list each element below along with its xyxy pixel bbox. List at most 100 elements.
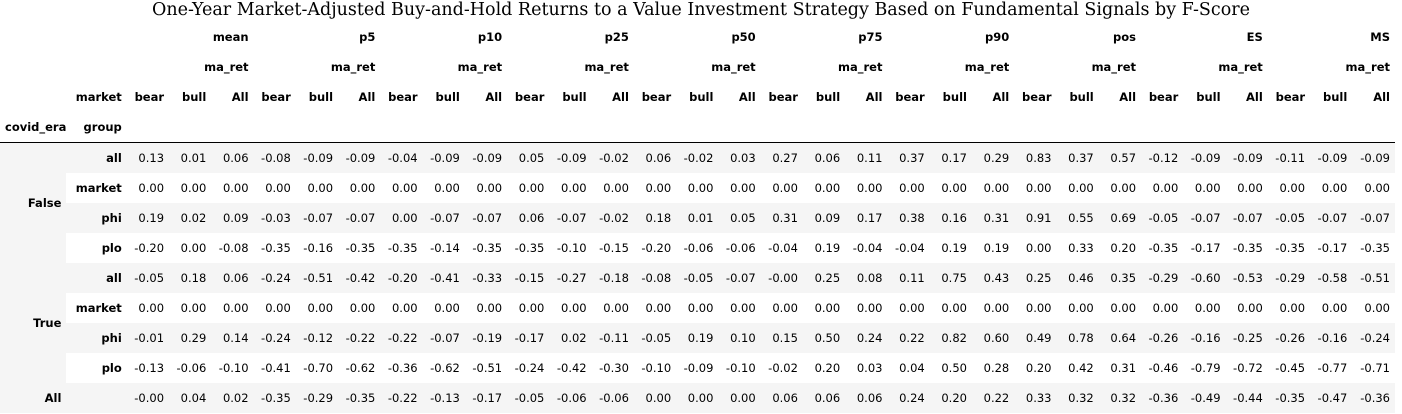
- table-cell: 0.19: [676, 322, 719, 353]
- table-cell: -0.07: [422, 202, 465, 233]
- table-cell: 0.00: [434, 180, 460, 195]
- table-cell: -0.14: [430, 240, 460, 255]
- table-row: False all 0.13 0.01 0.06 -0.08 -0.09 -0.09 -0.04…: [0, 142, 1395, 263]
- table-cell: -0.10: [725, 360, 756, 375]
- column-header-market: bear: [895, 90, 925, 104]
- header-blank: [253, 112, 296, 143]
- table-cell: 0.00: [1237, 300, 1263, 315]
- table-cell: 0.16: [929, 202, 972, 233]
- table-cell: 0.22: [887, 322, 930, 353]
- table-title: One-Year Market-Adjusted Buy-and-Hold Re…: [152, 0, 1250, 20]
- column-header-market: bull: [1196, 90, 1221, 104]
- table-row: phi 0.19 0.02 0.09 -0.03 -0.07 -0.07 0.00 -0.07-…: [0, 202, 1395, 233]
- table-cell: 0.00: [265, 300, 291, 315]
- header-blank: [1310, 112, 1353, 143]
- table-cell: 0.00: [1068, 300, 1094, 315]
- table-cell: -0.13: [422, 382, 465, 413]
- table-cell: -0.20: [380, 262, 423, 293]
- table-cell: 0.00: [1279, 300, 1306, 315]
- header-blank: [549, 112, 592, 143]
- column-header-market: bull: [1323, 90, 1348, 104]
- header-blank: [802, 112, 846, 143]
- column-header-market: All: [1119, 90, 1137, 104]
- table-cell: -0.05: [1141, 202, 1184, 233]
- table-cell: 0.20: [929, 382, 972, 413]
- table-cell: 0.64: [1098, 322, 1142, 353]
- table-cell: -0.04: [894, 240, 925, 255]
- table-cell: 0.00: [307, 300, 334, 315]
- table-cell: -0.09: [1352, 142, 1395, 173]
- table-cell: 0.00: [814, 300, 841, 315]
- column-header-stat: p5: [359, 30, 376, 44]
- table-row: phi -0.01 0.29 0.14 -0.24 -0.12 -0.22 -0.22 -0.0…: [0, 322, 1395, 353]
- column-header-stat: mean: [212, 30, 249, 44]
- table-cell: 0.00: [603, 300, 629, 315]
- table-cell: -0.08: [218, 240, 249, 255]
- column-header-market: bull: [942, 90, 967, 104]
- column-header-market: bear: [261, 90, 291, 104]
- table-cell: 0.33: [1068, 240, 1094, 255]
- table-cell: -0.19: [464, 322, 508, 353]
- row-header-group: all: [66, 262, 127, 293]
- table-cell: -0.35: [514, 240, 545, 255]
- header-row-index: covid_era group: [0, 112, 1395, 143]
- header-blank: [126, 112, 170, 143]
- table-cell: 0.00: [718, 382, 761, 413]
- table-cell: -0.58: [1310, 262, 1353, 293]
- table-cell: 0.06: [760, 382, 803, 413]
- column-header-value: ma_ret: [838, 60, 883, 74]
- header-blank: [845, 112, 888, 143]
- header-blank: [1225, 112, 1268, 143]
- column-header-stat: pos: [1113, 30, 1137, 44]
- table-cell: -0.53: [1225, 262, 1268, 293]
- table-cell: -0.09: [422, 142, 465, 173]
- column-header-stat: p25: [604, 30, 629, 44]
- corner-blank: [0, 52, 66, 82]
- column-header-stat: p90: [985, 30, 1010, 44]
- column-header-market: bear: [388, 90, 418, 104]
- column-header-market: bear: [641, 90, 672, 104]
- table-cell: 0.19: [941, 240, 967, 255]
- table-cell: -0.03: [253, 202, 296, 233]
- header-blank: [760, 112, 803, 143]
- table-cell: 0.19: [814, 240, 841, 255]
- column-level-name: market: [75, 90, 122, 104]
- header-blank: [464, 112, 508, 143]
- table-cell: 0.06: [211, 142, 254, 173]
- column-header-value: ma_ret: [330, 60, 376, 74]
- table-cell: 0.91: [1014, 202, 1057, 233]
- table-cell: 0.78: [1056, 322, 1099, 353]
- table-cell: -0.08: [253, 142, 296, 173]
- column-header-value: ma_ret: [1091, 60, 1137, 74]
- table-cell: -0.12: [295, 322, 339, 353]
- column-header-market: All: [231, 90, 249, 104]
- table-cell: -0.16: [1310, 322, 1353, 353]
- column-header-stat: MS: [1370, 30, 1390, 44]
- table-cell: 0.11: [845, 142, 888, 173]
- column-header-market: bull: [815, 90, 841, 104]
- table-cell: 0.00: [772, 300, 798, 315]
- table-cell: -0.20: [641, 240, 672, 255]
- table-cell: 0.15: [760, 322, 803, 353]
- header-blank: [1267, 112, 1311, 143]
- table-cell: 0.37: [887, 142, 930, 173]
- table-cell: 0.06: [802, 382, 846, 413]
- table-cell: -0.06: [549, 382, 592, 413]
- table-cell: -0.07: [1310, 202, 1353, 233]
- table-cell: -0.07: [422, 322, 465, 353]
- table-cell: 0.32: [1098, 382, 1142, 413]
- table-cell: -0.46: [1148, 360, 1179, 375]
- table-cell: -0.09: [549, 142, 592, 173]
- header-blank: [591, 112, 634, 143]
- row-header-covid-era: False: [0, 142, 67, 263]
- table-cell: 0.00: [561, 180, 587, 195]
- table-cell: -0.06: [176, 360, 207, 375]
- table-cell: -0.35: [253, 382, 296, 413]
- table-row-total: All -0.00 0.04 0.02 -0.35 -0.29 -0.35 -0.22 -0.1…: [0, 382, 1395, 413]
- table-cell: 0.57: [1098, 142, 1142, 173]
- table-cell: -0.49: [1183, 382, 1226, 413]
- column-header-market: All: [1373, 90, 1390, 104]
- table-cell: 0.11: [887, 262, 930, 293]
- table-row: True all -0.05 0.18 0.06 -0.24 -0.51 -0.42 -0.20…: [0, 262, 1395, 383]
- column-header-market: bear: [1148, 90, 1179, 104]
